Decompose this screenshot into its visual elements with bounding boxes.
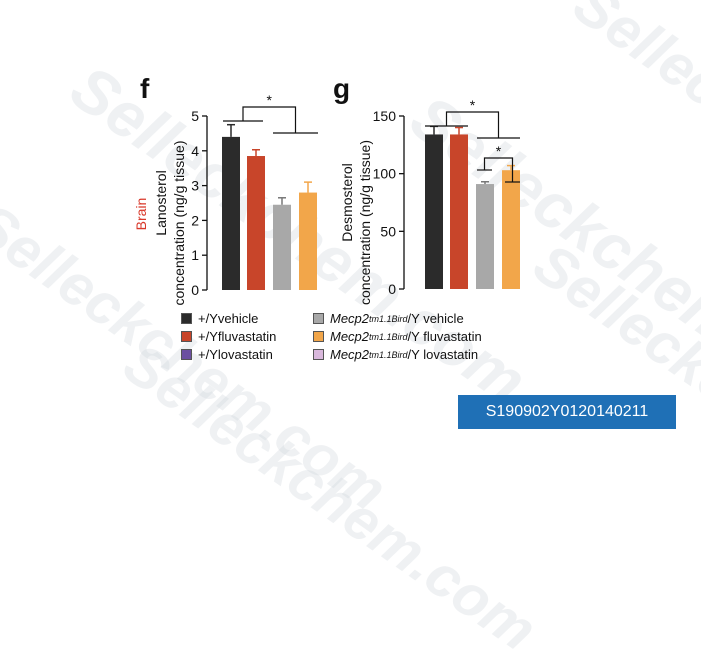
significance-star: * <box>496 143 502 159</box>
bar <box>502 170 520 289</box>
region-label: Brain <box>133 198 149 231</box>
y-tick-label: 1 <box>191 247 199 263</box>
y-axis-label: Desmosterol <box>339 163 355 242</box>
legend-gene: Mecp2 <box>330 311 370 326</box>
significance-bracket <box>242 106 297 133</box>
bar <box>273 204 291 290</box>
legend-suffix: fluvastatin <box>217 329 277 344</box>
legend-suffix: /Y fluvastatin <box>407 329 482 344</box>
y-axis-label: Lanosterol <box>153 170 169 235</box>
legend-allele: tm1.1Bird <box>369 349 408 360</box>
y-tick-label: 3 <box>191 178 199 194</box>
legend-item: Mecp2 tm1.1Bird/Y vehicle <box>313 311 464 326</box>
legend-gene: Mecp2 <box>330 347 370 362</box>
significance-star: * <box>267 92 273 108</box>
legend-suffix: lovastatin <box>217 347 273 362</box>
legend-swatch <box>181 349 192 360</box>
legend-prefix: +/Y <box>198 329 218 344</box>
legend-swatch <box>181 313 192 324</box>
significance-bracket <box>445 111 500 138</box>
legend-gene: Mecp2 <box>330 329 370 344</box>
legend-allele: tm1.1Bird <box>369 331 408 342</box>
y-axis-label: concentration (ng/g tissue) <box>171 141 187 306</box>
bar <box>299 192 317 290</box>
legend-item: Mecp2 tm1.1Bird/Y lovastatin <box>313 347 478 362</box>
legend-item: Mecp2 tm1.1Bird/Y fluvastatin <box>313 329 482 344</box>
legend-allele: tm1.1Bird <box>369 313 408 324</box>
legend-swatch <box>313 349 324 360</box>
y-tick-label: 0 <box>388 281 396 297</box>
y-tick-label: 150 <box>373 108 397 124</box>
bar <box>247 156 265 290</box>
significance-bracket <box>483 157 514 182</box>
bar <box>222 136 240 290</box>
bar <box>450 134 468 289</box>
y-tick-label: 100 <box>373 166 397 182</box>
legend-suffix: vehicle <box>217 311 259 326</box>
bar <box>425 134 443 289</box>
legend-item: +/Y lovastatin <box>181 347 273 362</box>
y-tick-label: 50 <box>380 223 396 239</box>
legend-suffix: /Y lovastatin <box>407 347 479 362</box>
legend-swatch <box>313 331 324 342</box>
legend-item: +/Y vehicle <box>181 311 258 326</box>
legend-prefix: +/Y <box>198 347 218 362</box>
legend-swatch <box>313 313 324 324</box>
legend-suffix: /Y vehicle <box>407 311 464 326</box>
legend-item: +/Y fluvastatin <box>181 329 276 344</box>
significance-star: * <box>470 97 476 113</box>
legend: +/Y vehicle +/Y fluvastatin +/Y lovastat… <box>181 311 541 371</box>
product-id-badge: S190902Y0120140211 <box>458 395 676 429</box>
y-tick-label: 0 <box>191 282 199 298</box>
y-tick-label: 5 <box>191 108 199 124</box>
legend-prefix: +/Y <box>198 311 218 326</box>
y-tick-label: 2 <box>191 212 199 228</box>
panel-label: f <box>140 73 150 104</box>
panel-label: g <box>333 73 350 104</box>
y-tick-label: 4 <box>191 143 199 159</box>
legend-swatch <box>181 331 192 342</box>
bar <box>476 184 494 289</box>
y-axis-label: concentration (ng/g tissue) <box>357 140 373 305</box>
